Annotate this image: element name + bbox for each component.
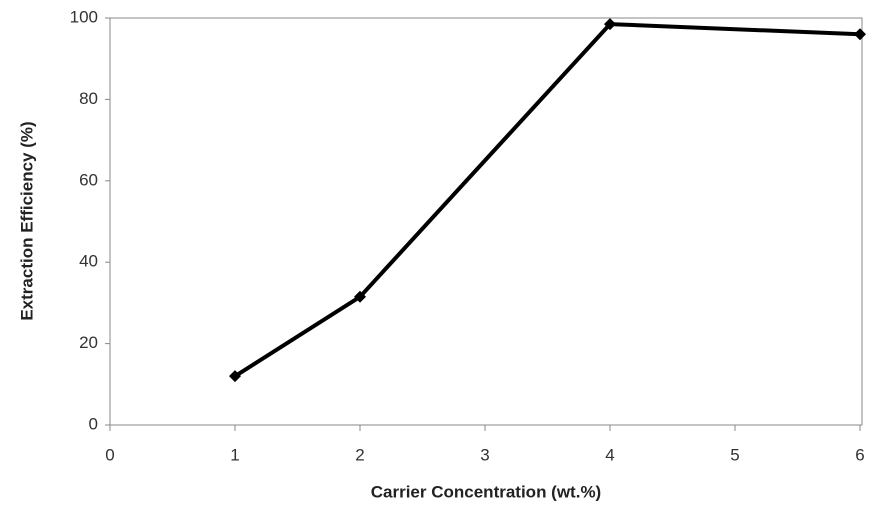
data-line xyxy=(233,22,861,378)
y-tick-label: 40 xyxy=(79,252,98,271)
data-point xyxy=(354,290,366,303)
x-tick-label: 2 xyxy=(355,445,364,464)
data-point xyxy=(604,18,616,31)
y-axis-title: Extraction Efficiency (%) xyxy=(17,121,36,320)
x-tick-label: 0 xyxy=(105,445,114,464)
y-tick-label: 100 xyxy=(70,7,98,26)
x-tick-label: 1 xyxy=(230,445,239,464)
x-tick-label: 3 xyxy=(480,445,489,464)
x-tick-label: 6 xyxy=(855,445,864,464)
y-tick-label: 60 xyxy=(79,170,98,189)
x-tick-label: 5 xyxy=(730,445,739,464)
y-tick-label: 80 xyxy=(79,89,98,108)
plot-frame xyxy=(109,17,863,426)
x-axis-title: Carrier Concentration (wt.%) xyxy=(371,482,601,501)
x-tick-label: 4 xyxy=(605,445,614,464)
data-point xyxy=(229,370,241,383)
y-tick-label: 0 xyxy=(89,414,98,433)
data-point xyxy=(854,28,866,41)
y-tick-label: 20 xyxy=(79,333,98,352)
